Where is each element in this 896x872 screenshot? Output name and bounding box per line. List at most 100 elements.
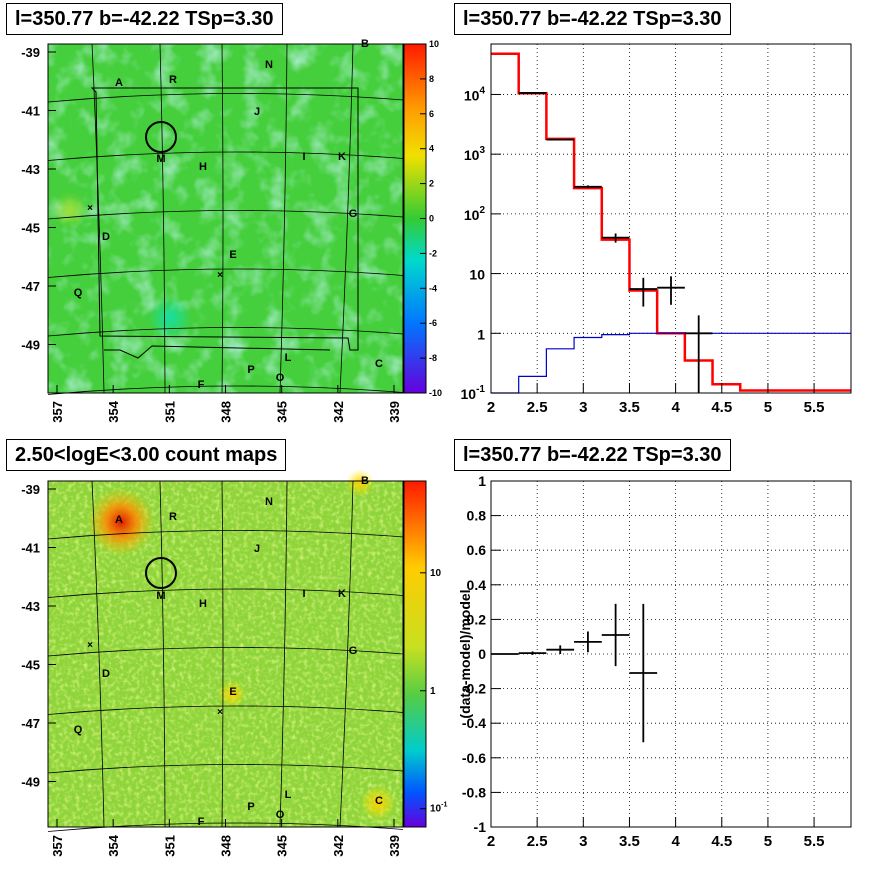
source-cross: × bbox=[87, 640, 93, 651]
colorbar-tick-label: 10 bbox=[429, 39, 439, 49]
source-label-g: G bbox=[349, 645, 358, 657]
spectrum-frame bbox=[490, 43, 852, 394]
y-tick-label: -45 bbox=[21, 658, 40, 673]
ts-map-low-spot bbox=[148, 296, 192, 340]
source-label-h: H bbox=[199, 598, 207, 610]
ts-map-colorbar-ticks: 10 8 6 4 2 0 -2 -4 -6 -8 -10 bbox=[420, 39, 442, 398]
x-tick-label: 4.5 bbox=[711, 399, 732, 416]
source-label-o: O bbox=[276, 809, 285, 821]
spectrum-series bbox=[491, 52, 851, 394]
x-tick-label: 348 bbox=[219, 401, 234, 423]
count-map-source-a bbox=[87, 488, 155, 556]
spectrum-panel: 2 2.5 3 3.5 4 4.5 5 5.5 10-1 1 10 102 103 104 bbox=[461, 43, 852, 416]
source-label-r: R bbox=[169, 74, 177, 86]
source-model-series bbox=[491, 332, 851, 394]
meridian-line bbox=[159, 43, 166, 394]
meridian-line bbox=[279, 43, 288, 394]
y-tick-label: -39 bbox=[21, 482, 40, 497]
x-tick-label: 351 bbox=[162, 835, 177, 857]
spectrum-plot-area bbox=[491, 44, 851, 393]
source-label-j: J bbox=[254, 106, 260, 118]
spectrum-data-points bbox=[518, 92, 713, 393]
residual-point bbox=[629, 603, 658, 743]
model-total-series bbox=[491, 52, 851, 392]
source-label-a: A bbox=[115, 514, 123, 526]
x-tick-label: 2.5 bbox=[527, 833, 548, 850]
meridian-line bbox=[339, 43, 354, 394]
colorbar-tick-label: -6 bbox=[429, 318, 437, 328]
parallel-line bbox=[47, 764, 404, 774]
ts-map-roi-notch bbox=[104, 345, 331, 359]
source-label-k: K bbox=[338, 151, 346, 163]
x-tick-label: 5.5 bbox=[804, 399, 825, 416]
ts-map-target-circle bbox=[145, 121, 177, 153]
source-label-f: F bbox=[198, 379, 205, 391]
source-label-e: E bbox=[229, 249, 236, 261]
count-map-graticule bbox=[47, 480, 404, 832]
x-tick-label: 345 bbox=[275, 835, 290, 857]
source-cross: × bbox=[217, 707, 223, 718]
source-cross: × bbox=[217, 270, 223, 281]
y-tick-label: 1 bbox=[478, 473, 486, 489]
x-tick-label: 3 bbox=[579, 833, 587, 850]
parallel-line bbox=[47, 530, 404, 540]
count-map-source-e bbox=[218, 680, 246, 708]
source-label-c: C bbox=[375, 795, 383, 807]
parallel-line bbox=[47, 210, 404, 220]
colorbar-tick-label: 6 bbox=[429, 109, 434, 119]
source-label-n: N bbox=[265, 496, 273, 508]
x-tick-label: 5 bbox=[764, 399, 772, 416]
source-label-q: Q bbox=[74, 287, 83, 299]
x-tick-label: 354 bbox=[106, 834, 121, 856]
count-map-colorbar-ticks: 10 1 10-1 bbox=[420, 568, 447, 815]
y-tick-label: -0.4 bbox=[462, 715, 486, 731]
count-map-target-circle bbox=[145, 557, 177, 589]
source-label-l: L bbox=[285, 789, 292, 801]
y-tick-label: 0.8 bbox=[467, 508, 487, 524]
spectrum-axes: 2 2.5 3 3.5 4 4.5 5 5.5 10-1 1 10 102 103 104 bbox=[461, 85, 825, 416]
colorbar-tick-label: 4 bbox=[429, 144, 434, 154]
spectrum-data-point bbox=[629, 277, 658, 307]
source-label-a: A bbox=[115, 77, 123, 89]
residuals-y-axis-label: (data-model)/model bbox=[457, 589, 473, 718]
residuals-grid bbox=[491, 481, 851, 827]
colorbar-tick-label: -4 bbox=[429, 283, 437, 293]
parallel-line bbox=[47, 647, 404, 657]
meridian-line bbox=[221, 43, 224, 394]
source-label-i: I bbox=[302, 151, 305, 163]
meridian-line bbox=[339, 480, 354, 828]
residual-point bbox=[546, 645, 575, 654]
source-label-l: L bbox=[285, 352, 292, 364]
y-tick-label: 0.4 bbox=[467, 577, 487, 593]
residuals-axes: 2 2.5 3 3.5 4 4.5 5 5.5 1 0.8 0.6 0.4 0.2 0 -0.2 -0.4 -0… bbox=[462, 473, 825, 850]
parallel-line bbox=[47, 705, 404, 715]
y-tick-label: -47 bbox=[21, 279, 40, 294]
x-tick-label: 3.5 bbox=[619, 833, 640, 850]
y-tick-label: -41 bbox=[21, 104, 40, 119]
x-tick-label: 4.5 bbox=[711, 833, 732, 850]
source-label-f: F bbox=[198, 816, 205, 828]
residuals-title: l=350.77 b=-42.22 TSp=3.30 bbox=[454, 439, 731, 471]
spectrum-data-point bbox=[601, 233, 630, 243]
source-label-p: P bbox=[247, 801, 254, 813]
x-tick-label: 4 bbox=[671, 399, 680, 416]
x-tick-label: 2 bbox=[487, 833, 495, 850]
count-map-source-b bbox=[346, 469, 374, 497]
y-tick-label: -39 bbox=[21, 45, 40, 60]
ts-map-high-spot bbox=[52, 192, 88, 228]
y-tick-label: 104 bbox=[464, 85, 486, 103]
ts-map-axes: 357 354 351 348 345 342 339 -39 -41 -43 -45 -47 -49 bbox=[21, 45, 402, 423]
y-tick-label: 10-1 bbox=[461, 384, 486, 402]
parallel-line bbox=[47, 588, 404, 598]
parallel-line bbox=[47, 327, 404, 337]
x-tick-label: 5.5 bbox=[804, 833, 825, 850]
count-map-title: 2.50<logE<3.00 count maps bbox=[6, 439, 287, 471]
source-label-d: D bbox=[102, 231, 110, 243]
y-tick-label: -43 bbox=[21, 599, 40, 614]
y-tick-label: 10 bbox=[469, 267, 485, 283]
x-tick-label: 351 bbox=[162, 401, 177, 423]
source-label-m: M bbox=[156, 153, 165, 165]
colorbar-tick-label: 10 bbox=[430, 568, 442, 579]
